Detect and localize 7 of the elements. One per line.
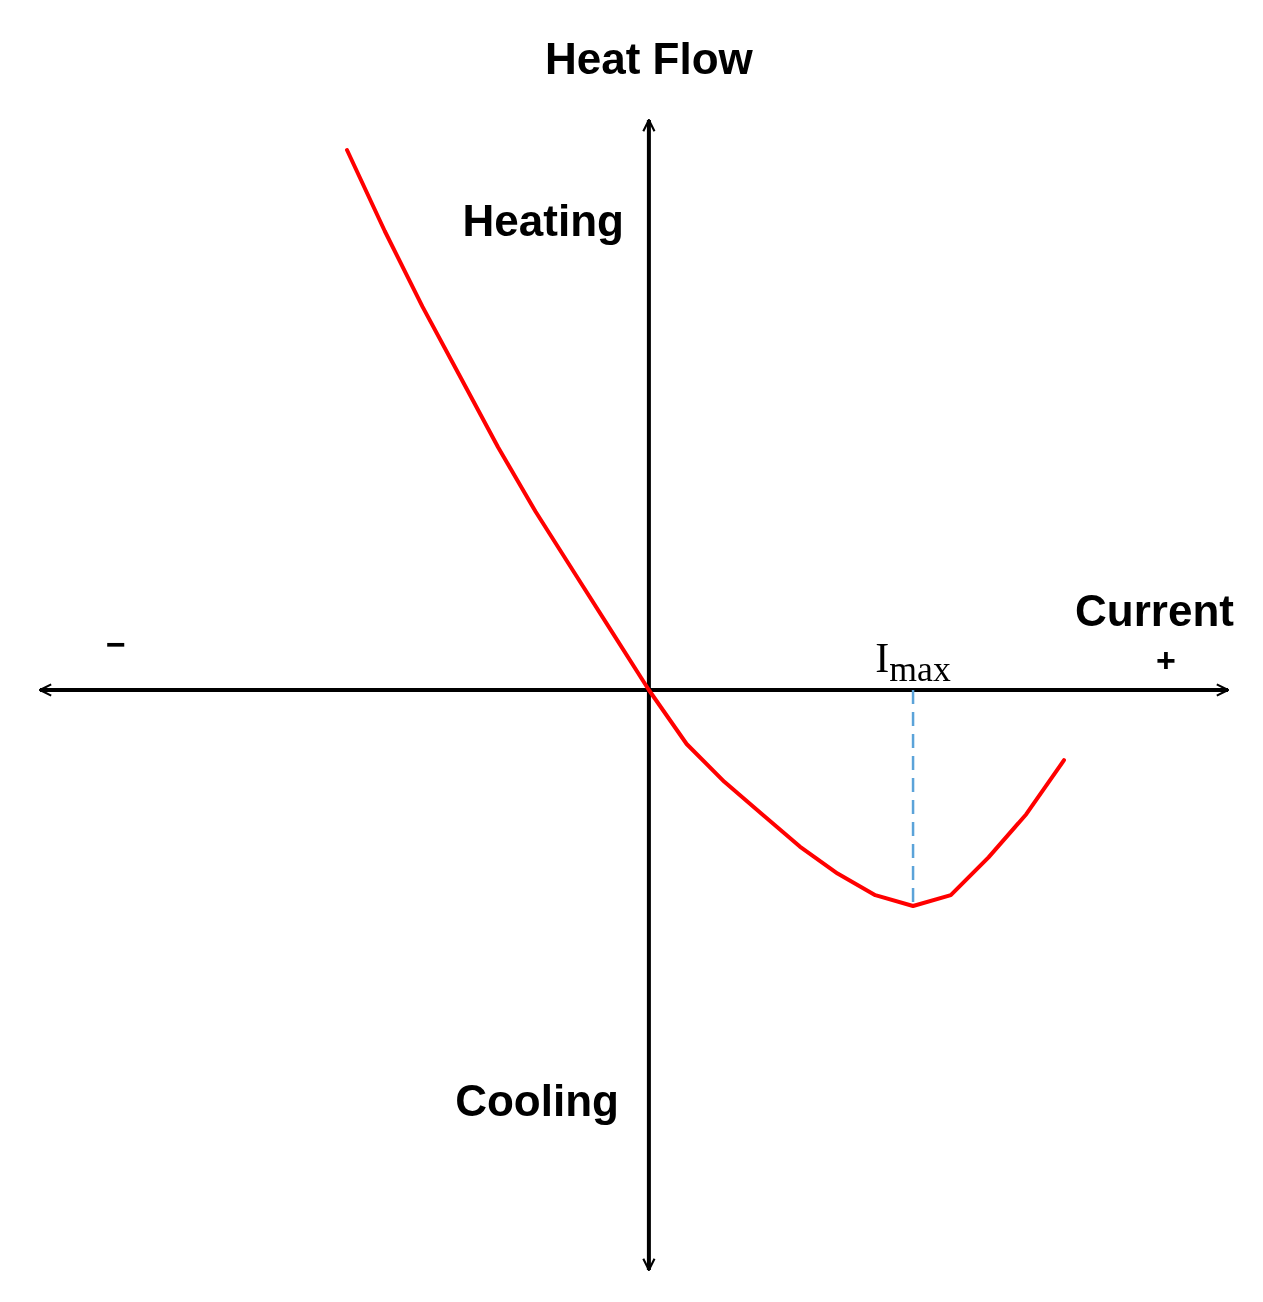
text: + [1156,641,1176,679]
x-axis-title: Current [1075,586,1235,635]
annotation: Heating [462,196,624,245]
annotation: I$_{max}$ [875,635,951,689]
text: Cooling [455,1076,619,1125]
y-axis-title: Heat Flow [545,34,754,83]
text: − [106,625,126,663]
